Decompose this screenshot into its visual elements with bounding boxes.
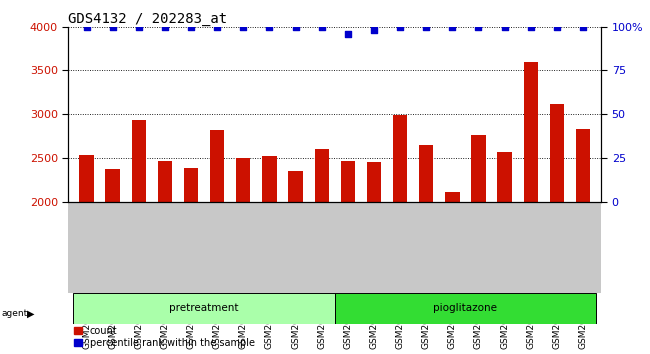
Point — [212, 24, 222, 29]
Bar — [576, 129, 590, 354]
Bar — [236, 158, 250, 354]
Bar — [131, 120, 146, 354]
Text: GDS4132 / 202283_at: GDS4132 / 202283_at — [68, 12, 228, 25]
Point — [107, 24, 118, 29]
Text: ▶: ▶ — [27, 308, 35, 318]
Point — [421, 24, 432, 29]
Point — [343, 31, 353, 36]
Point — [578, 24, 588, 29]
Point — [525, 24, 536, 29]
Bar — [315, 149, 329, 354]
Bar — [419, 145, 434, 354]
Bar — [79, 155, 94, 354]
Point — [186, 24, 196, 29]
Text: pioglitazone: pioglitazone — [434, 303, 497, 313]
Point — [499, 24, 510, 29]
Bar — [550, 104, 564, 354]
Text: pretreatment: pretreatment — [170, 303, 239, 313]
Bar — [497, 152, 512, 354]
Bar — [341, 161, 355, 354]
Bar — [105, 169, 120, 354]
Point — [473, 24, 484, 29]
Point — [395, 24, 405, 29]
Bar — [471, 135, 486, 354]
Point — [160, 24, 170, 29]
Bar — [262, 156, 277, 354]
Point — [447, 24, 458, 29]
Point — [317, 24, 327, 29]
Bar — [523, 62, 538, 354]
Bar — [289, 171, 303, 354]
Bar — [393, 115, 408, 354]
Bar — [445, 192, 460, 354]
Text: agent: agent — [2, 309, 28, 318]
Point — [134, 24, 144, 29]
Legend: count, percentile rank within the sample: count, percentile rank within the sample — [73, 325, 255, 349]
Bar — [184, 167, 198, 354]
Point — [265, 24, 275, 29]
Point — [238, 24, 248, 29]
Point — [81, 24, 92, 29]
Bar — [335, 293, 596, 324]
Bar — [158, 160, 172, 354]
Bar — [210, 130, 224, 354]
Point — [291, 24, 301, 29]
Point — [552, 24, 562, 29]
Point — [369, 27, 379, 33]
Bar — [73, 293, 335, 324]
Bar — [367, 162, 381, 354]
